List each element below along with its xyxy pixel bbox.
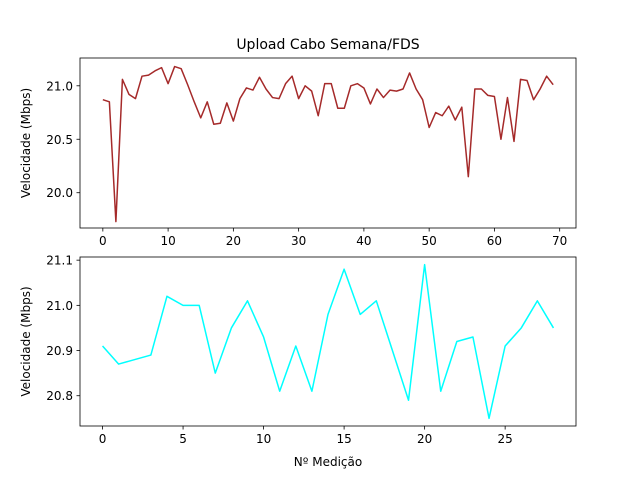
- x-axis-label: Nº Medição: [294, 455, 362, 469]
- x-tick-label: 40: [356, 234, 371, 248]
- x-tick-label: 70: [552, 234, 567, 248]
- y-tick-label: 21.0: [46, 299, 73, 313]
- y-tick-label: 21.1: [46, 254, 73, 268]
- bottom-chart: 0 5 10 15 20 25 20.8 20.9 21.0 21.1 Velocidade (Mb…: [19, 254, 577, 469]
- x-tick-label: 20: [226, 234, 241, 248]
- x-tick-label: 0: [99, 234, 107, 248]
- y-tick-label: 20.0: [46, 186, 73, 200]
- x-tick-label: 60: [487, 234, 502, 248]
- plot-frame: [79, 256, 577, 427]
- x-tick-label: 15: [336, 432, 351, 446]
- x-tick-label: 30: [291, 234, 306, 248]
- x-tick-label: 20: [417, 432, 432, 446]
- chart-title: Upload Cabo Semana/FDS: [236, 37, 419, 53]
- x-tick-label: 25: [498, 432, 513, 446]
- series-line-0: [102, 65, 554, 223]
- x-tick-label: 5: [179, 432, 187, 446]
- y-axis-label: Velocidade (Mbps): [19, 286, 33, 396]
- x-tick-label: 50: [422, 234, 437, 248]
- x-tick-label: 10: [160, 234, 175, 248]
- y-tick-label: 20.9: [46, 344, 73, 358]
- plot-frame: [79, 57, 577, 229]
- x-tick-label: 0: [99, 432, 107, 446]
- y-tick-label: 21.0: [46, 79, 73, 93]
- y-axis-label: Velocidade (Mbps): [19, 88, 33, 198]
- y-tick-label: 20.8: [46, 389, 73, 403]
- y-tick-label: 20.5: [46, 133, 73, 147]
- top-chart: 0 10 20 30 40 50 60 70 20.0 20.5 21.0 Velocidade (M…: [19, 57, 577, 248]
- x-tick-label: 10: [256, 432, 271, 446]
